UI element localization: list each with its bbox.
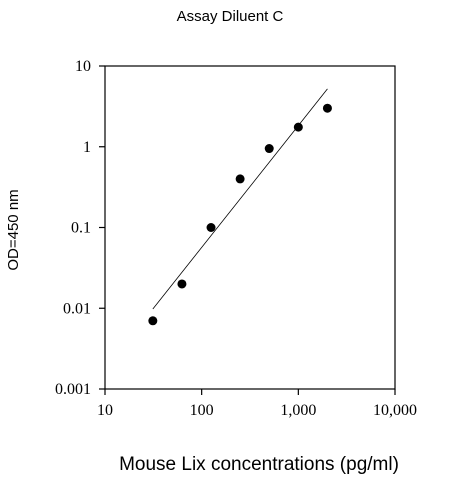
y-tick-label: 10 (75, 58, 91, 75)
y-tick-label: 0.01 (63, 300, 91, 317)
y-tick-label: 1 (83, 139, 91, 156)
x-axis-label: Mouse Lix concentrations (pg/ml) (119, 454, 399, 475)
x-tick-label: 10 (97, 402, 113, 419)
plot-area (104, 65, 396, 390)
data-point (293, 122, 303, 132)
data-point (235, 174, 245, 184)
y-tick-label: 0.1 (71, 220, 91, 237)
data-point (206, 223, 216, 232)
data-points (148, 103, 332, 326)
y-axis-label: OD=450 nm (5, 189, 22, 270)
fit-line (152, 88, 328, 310)
data-point (322, 103, 332, 113)
chart-title: Assay Diluent C (177, 8, 284, 25)
y-axis-ticks: 0.001 0.01 0.1 1 10 (55, 58, 105, 398)
data-point (177, 279, 187, 289)
x-tick-label: 1,000 (280, 402, 316, 419)
y-tick-label: 0.001 (55, 381, 91, 398)
x-axis-ticks: 10 100 1,000 10,000 (97, 389, 417, 419)
data-point (148, 316, 158, 326)
x-tick-label: 10,000 (373, 402, 417, 419)
x-tick-label: 100 (190, 402, 214, 419)
data-point (264, 144, 274, 154)
